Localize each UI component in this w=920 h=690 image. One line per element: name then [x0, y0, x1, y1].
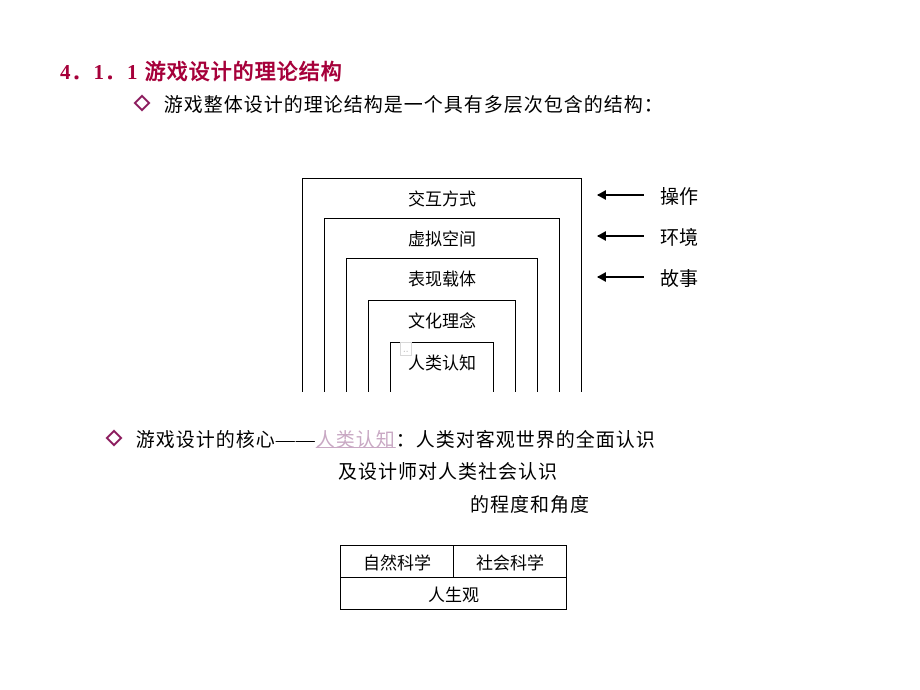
layer-label-0: 交互方式	[408, 190, 476, 209]
core-line2: 及设计师对人类社会认识	[108, 457, 656, 489]
table-cell: 自然科学	[341, 546, 454, 578]
heading-text: 游戏设计的理论结构	[145, 60, 343, 84]
cognition-table: 自然科学 社会科学 人生观	[340, 545, 567, 610]
bullet-intro: 游戏整体设计的理论结构是一个具有多层次包含的结构：	[136, 90, 664, 117]
table-cell-merged: 人生观	[341, 578, 567, 610]
diamond-icon	[106, 430, 123, 447]
nested-diagram: 交互方式 虚拟空间 表现载体 文化理念 人类认知	[302, 178, 582, 392]
annotation-0: 操作	[660, 182, 698, 209]
core-line3: 的程度和角度	[108, 490, 656, 522]
table-row: 人生观	[341, 578, 567, 610]
layer-label-1: 虚拟空间	[408, 230, 476, 249]
annotation-1: 环境	[660, 223, 698, 250]
arrow-icon	[598, 235, 644, 237]
layer-label-2: 表现载体	[408, 270, 476, 289]
table-cell: 社会科学	[454, 546, 567, 578]
bullet-core: 游戏设计的核心——人类认知：人类对客观世界的全面认识 及设计师对人类社会认识 的…	[108, 425, 656, 522]
annotation-2: 故事	[660, 264, 698, 291]
section-heading: 4．1．1 游戏设计的理论结构	[60, 56, 343, 86]
watermark-icon: ..	[400, 342, 412, 356]
heading-number: 4．1．1	[60, 60, 139, 84]
diamond-icon	[134, 95, 151, 112]
table-row: 自然科学 社会科学	[341, 546, 567, 578]
core-prefix: 游戏设计的核心——	[136, 430, 316, 451]
arrow-icon	[598, 276, 644, 278]
layer-label-4: 人类认知	[408, 354, 476, 373]
arrow-icon	[598, 194, 644, 196]
layer-label-3: 文化理念	[408, 312, 476, 331]
core-cont1: ：人类对客观世界的全面认识	[396, 430, 656, 451]
bullet-intro-text: 游戏整体设计的理论结构是一个具有多层次包含的结构：	[164, 95, 664, 116]
core-highlight: 人类认知	[316, 430, 396, 451]
